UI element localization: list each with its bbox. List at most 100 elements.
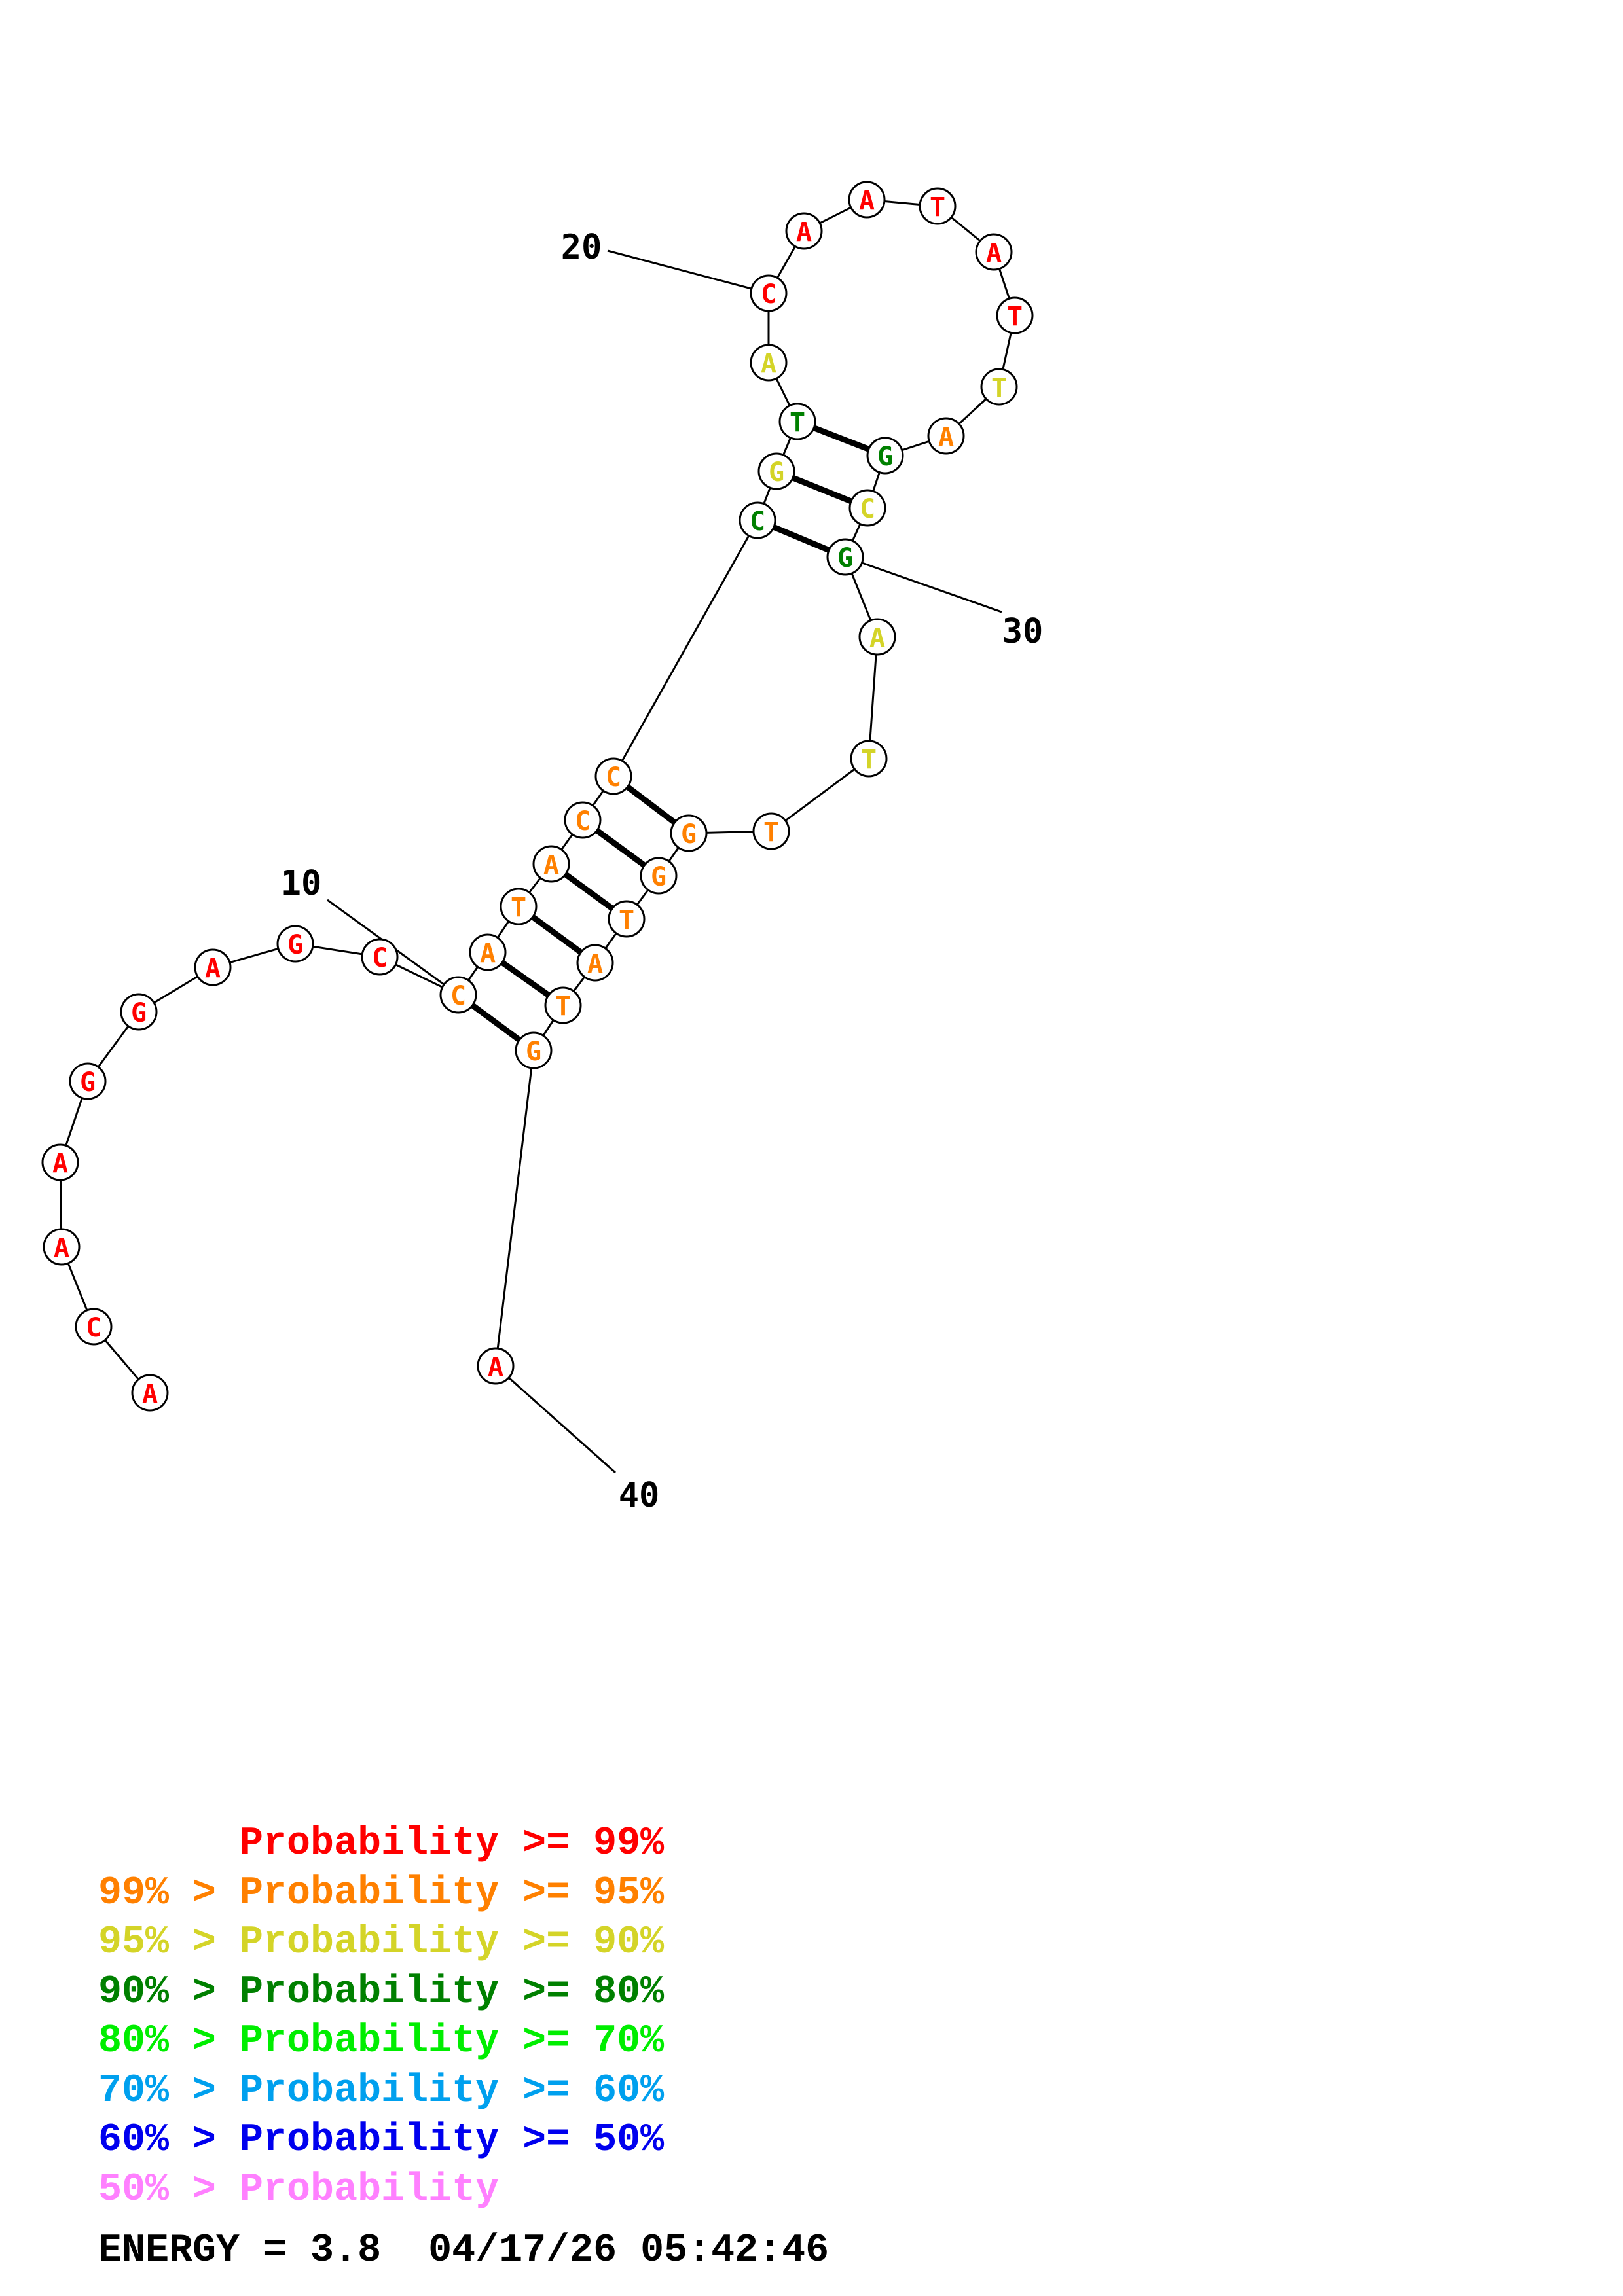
- nucleotide-letter: G: [769, 457, 784, 488]
- index-labels: 10 20 30 40: [281, 228, 1044, 1515]
- nucleotide-circle: [858, 618, 896, 656]
- nucleotide-letter: A: [587, 949, 603, 979]
- nucleotide-letter: T: [763, 817, 779, 848]
- index-label: 10: [281, 864, 322, 903]
- nucleotide-letter: A: [480, 939, 496, 969]
- nucleotide-letter: T: [991, 373, 1007, 403]
- nucleotide: C: [739, 501, 776, 539]
- nucleotide: G: [515, 1031, 553, 1069]
- nucleotide-letter: G: [651, 862, 666, 892]
- nucleotide-letter: C: [86, 1313, 101, 1343]
- nucleotide-circle: [477, 1347, 515, 1385]
- nucleotide: G: [670, 814, 708, 852]
- nucleotide-letter: A: [54, 1233, 69, 1263]
- nucleotide-circle: [361, 938, 399, 976]
- nucleotide: A: [131, 1374, 169, 1412]
- nucleotide-circle: [757, 452, 795, 490]
- nucleotide: T: [778, 403, 816, 440]
- nucleotide-circle: [43, 1228, 81, 1266]
- nucleotide: T: [544, 986, 582, 1024]
- nucleotide: A: [41, 1143, 79, 1181]
- nucleotide-circle: [131, 1374, 169, 1412]
- nucleotide-letter: A: [488, 1352, 503, 1382]
- index-label-leader: [495, 1365, 616, 1474]
- index-label: 40: [619, 1476, 660, 1515]
- legend-row: Probability >= 99%: [98, 1821, 665, 1866]
- nucleotide-letter: A: [796, 217, 812, 247]
- backbone-link: [771, 757, 869, 833]
- nucleotide-circle: [752, 812, 790, 850]
- nucleotide-circle: [276, 925, 314, 963]
- nucleotide-letter: C: [761, 279, 776, 310]
- nucleotide-circle: [75, 1308, 113, 1346]
- nucleotide-circle: [848, 489, 886, 527]
- nucleotide: C: [564, 801, 602, 839]
- nucleotide: T: [850, 740, 888, 778]
- index-label-leader: [607, 249, 769, 295]
- backbone-lines: [59, 198, 1016, 1393]
- nucleotide-letter: T: [861, 745, 877, 775]
- nucleotide: C: [848, 489, 886, 527]
- nucleotide: T: [980, 368, 1018, 406]
- backbone-link: [494, 1050, 535, 1367]
- nucleotide-letter: A: [938, 422, 954, 452]
- nucleotide: C: [361, 938, 399, 976]
- nucleotide-circle: [996, 296, 1034, 334]
- nucleotide-letter: C: [575, 806, 591, 836]
- nucleotide-letter: C: [860, 494, 875, 524]
- nucleotide: T: [752, 812, 790, 850]
- nucleotide: C: [439, 976, 477, 1014]
- backbone-link: [867, 636, 879, 759]
- nucleotide: C: [594, 757, 632, 795]
- index-label: 30: [1002, 612, 1044, 651]
- nucleotide-letter: T: [511, 893, 526, 923]
- nucleotide: C: [75, 1308, 113, 1346]
- nucleotide-circle: [469, 933, 507, 971]
- nucleotide: G: [640, 857, 678, 895]
- nucleotide-letter: A: [142, 1379, 158, 1409]
- nucleotide-letter: A: [52, 1149, 68, 1179]
- nucleotide-circle: [532, 845, 570, 883]
- legend-row: 95% > Probability >= 90%: [98, 1920, 665, 1965]
- legend-row: 90% > Probability >= 80%: [98, 1969, 665, 2015]
- legend-row: 50% > Probability: [98, 2167, 500, 2212]
- nucleotide-letter: G: [837, 543, 853, 573]
- nucleotide: A: [858, 618, 896, 656]
- legend-row: 99% > Probability >= 95%: [98, 1871, 665, 1916]
- nucleotide: A: [194, 948, 232, 986]
- nucleotide-circle: [544, 986, 582, 1024]
- nucleotide-circle: [866, 437, 904, 475]
- nucleotide-letter: T: [930, 192, 945, 223]
- nucleotide: A: [927, 417, 965, 455]
- nucleotide: A: [532, 845, 570, 883]
- legend-row: 60% > Probability >= 50%: [98, 2118, 665, 2162]
- nucleotide-circle: [670, 814, 708, 852]
- nucleotide-circle: [640, 857, 678, 895]
- nucleotide: A: [43, 1228, 81, 1266]
- nucleotide: G: [69, 1062, 107, 1100]
- nucleotide-letter: T: [619, 905, 634, 935]
- nucleotide-circle: [594, 757, 632, 795]
- nucleotide-circle: [750, 274, 788, 312]
- nucleotide-letter: A: [761, 349, 776, 379]
- nucleotide-circle: [850, 740, 888, 778]
- nucleotide-circle: [439, 976, 477, 1014]
- nucleotide-circle: [41, 1143, 79, 1181]
- nucleotide-circle: [576, 944, 614, 982]
- nucleotide-circle: [785, 212, 823, 250]
- nucleotide-letter: A: [543, 850, 559, 880]
- nucleotide-letter: G: [681, 819, 697, 850]
- nucleotide: G: [120, 993, 158, 1031]
- nucleotide-circle: [980, 368, 1018, 406]
- nucleotide: G: [757, 452, 795, 490]
- nucleotide: G: [826, 538, 864, 576]
- nucleotide-circle: [826, 538, 864, 576]
- nucleotide-letter: A: [859, 186, 875, 216]
- index-label: 20: [561, 228, 602, 267]
- nucleotide-letter: C: [372, 943, 388, 973]
- nucleotide: G: [276, 925, 314, 963]
- nucleotide-letter: T: [790, 408, 805, 438]
- nucleotide: T: [996, 296, 1034, 334]
- nucleotide-circle: [608, 900, 646, 938]
- nucleotide-letter: T: [1007, 302, 1023, 332]
